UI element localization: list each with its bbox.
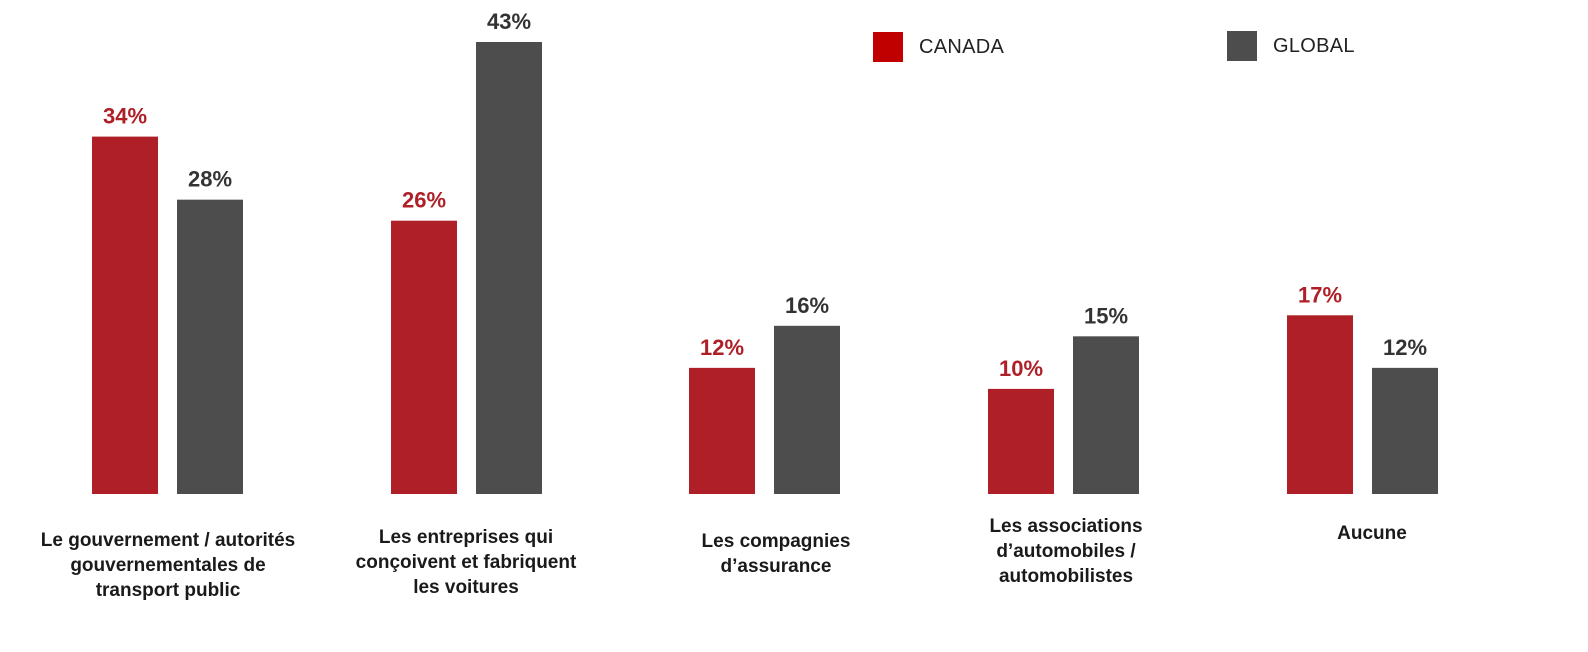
bar-global-1 <box>476 42 542 494</box>
legend-swatch-global <box>1227 31 1257 61</box>
category-label-line: conçoivent et fabriquent <box>355 552 577 573</box>
bar-global-4 <box>1372 367 1438 494</box>
category-label-line: Aucune <box>1337 523 1407 544</box>
category-label-line: les voitures <box>413 577 519 598</box>
bar-canada-1 <box>391 220 457 494</box>
category-label-line: Les associations <box>989 516 1143 537</box>
bars-layer <box>92 42 1438 494</box>
legend-label-global: GLOBAL <box>1273 34 1355 57</box>
bar-canada-0 <box>92 136 158 494</box>
bar-global-3 <box>1073 336 1139 494</box>
value-label-global-2: 16% <box>785 293 829 318</box>
value-labels-layer: 34% 26% 12% 10% 17% 28% 43% 16% 15% 12% <box>103 9 1427 381</box>
legend-item-canada: CANADA <box>873 32 1004 62</box>
category-label-line: gouvernementales de <box>70 555 266 576</box>
bar-canada-2 <box>689 367 755 494</box>
category-label-3: Les associations d’automobiles / automobil… <box>916 514 1216 589</box>
value-label-canada-0: 34% <box>103 104 147 129</box>
bar-global-0 <box>177 199 243 494</box>
category-label-0: Le gouvernement / autorités gouvernementa… <box>18 528 318 603</box>
category-label-line: Les entreprises qui <box>378 527 554 548</box>
category-label-line: transport public <box>95 580 241 601</box>
category-label-line: d’assurance <box>720 556 832 577</box>
category-label-line: automobilistes <box>998 566 1134 587</box>
value-label-canada-3: 10% <box>999 356 1043 381</box>
bar-canada-4 <box>1287 315 1353 494</box>
value-label-global-1: 43% <box>487 9 531 34</box>
bar-global-2 <box>774 325 840 494</box>
category-label-4: Aucune <box>1222 521 1522 546</box>
value-label-canada-4: 17% <box>1298 282 1342 307</box>
category-label-line: d’automobiles / <box>996 541 1136 562</box>
category-label-line: Le gouvernement / autorités <box>40 530 296 551</box>
value-label-global-0: 28% <box>188 167 232 192</box>
value-label-global-4: 12% <box>1383 335 1427 360</box>
value-label-canada-2: 12% <box>700 335 744 360</box>
legend-swatch-canada <box>873 32 903 62</box>
value-label-global-3: 15% <box>1084 303 1128 328</box>
category-label-2: Les compagnies d’assurance <box>626 529 926 579</box>
category-label-line: Les compagnies <box>701 531 851 552</box>
bar-canada-3 <box>988 388 1054 494</box>
legend-item-global: GLOBAL <box>1227 31 1355 61</box>
value-label-canada-1: 26% <box>402 188 446 213</box>
legend-label-canada: CANADA <box>919 35 1005 58</box>
category-label-1: Les entreprises qui conçoivent et fabriqu… <box>316 525 616 600</box>
